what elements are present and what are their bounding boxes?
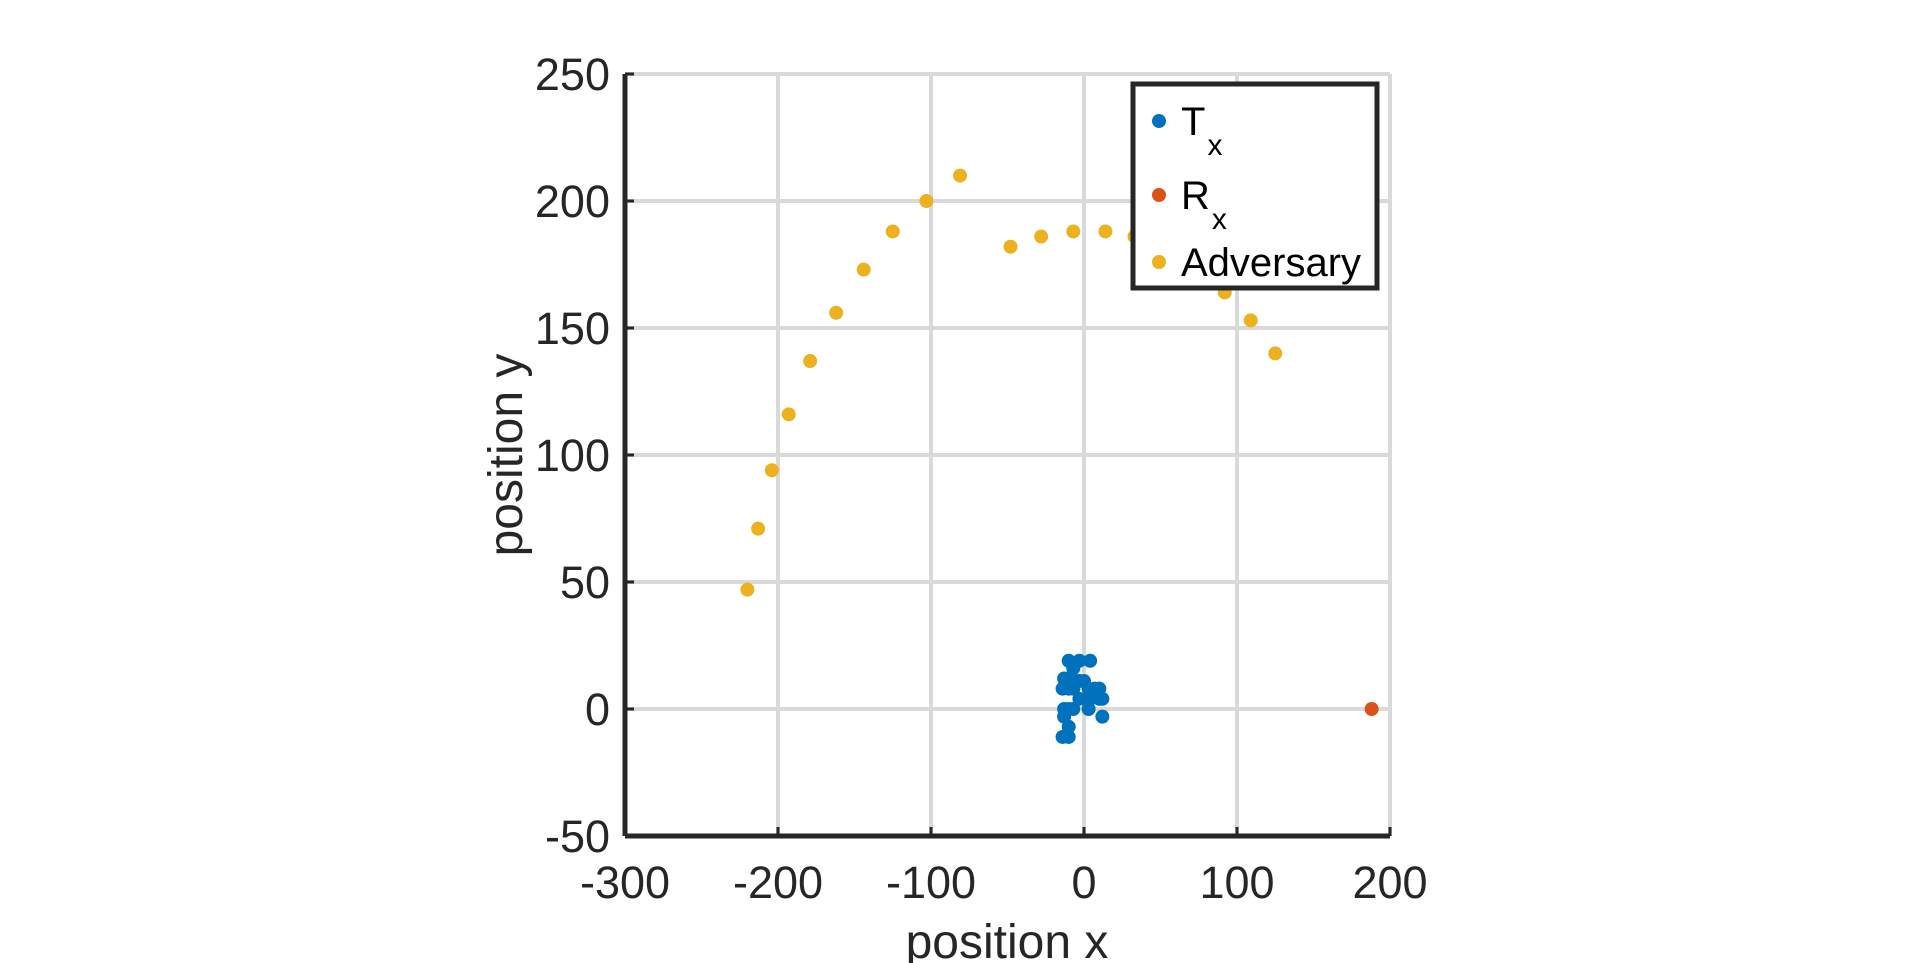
legend-label-subscript: x — [1207, 129, 1222, 162]
data-point-adversary — [953, 168, 968, 183]
legend-label-main: Adversary — [1181, 241, 1361, 285]
y-tick-label: 200 — [535, 176, 610, 227]
data-point-adversary — [856, 262, 871, 277]
x-tick-label: -100 — [886, 857, 976, 908]
data-point-tx — [1081, 702, 1096, 716]
legend-label-subscript: x — [1212, 203, 1227, 236]
data-point-adversary — [803, 354, 818, 369]
data-point-adversary — [1034, 229, 1049, 244]
legend-label-main: R — [1181, 174, 1210, 218]
y-tick-label: 50 — [560, 557, 610, 608]
legend-marker — [1152, 114, 1166, 128]
y-tick-label: 100 — [535, 430, 610, 481]
legend-marker — [1152, 255, 1166, 269]
legend-label: Adversary — [1181, 241, 1361, 285]
data-points — [740, 168, 1379, 744]
legend-label: Rx — [1181, 174, 1227, 236]
data-point-tx — [1055, 729, 1070, 744]
data-point-adversary — [1243, 313, 1258, 328]
data-point-adversary — [1003, 239, 1018, 254]
legend-entry-adversary: Adversary — [1152, 241, 1361, 285]
data-point-tx — [1083, 653, 1098, 668]
data-point-rx — [1364, 702, 1379, 716]
data-point-adversary — [885, 224, 900, 239]
data-point-adversary — [1098, 224, 1113, 239]
legend-entry-tx: Tx — [1152, 100, 1222, 162]
legend-label: Tx — [1181, 100, 1222, 162]
data-point-adversary — [740, 582, 755, 597]
series-rx — [1364, 702, 1379, 716]
data-point-adversary — [764, 463, 779, 478]
x-axis-label: position x — [906, 916, 1109, 963]
series-tx — [1055, 653, 1110, 744]
data-point-adversary — [919, 194, 934, 208]
y-tick-label: 250 — [535, 49, 610, 100]
x-tick-label: -200 — [733, 857, 823, 908]
legend-box — [1130, 81, 1380, 291]
x-tick-label: 100 — [1199, 857, 1274, 908]
data-point-adversary — [1066, 224, 1081, 239]
data-point-tx — [1095, 691, 1110, 706]
y-tick-label: 0 — [585, 684, 610, 735]
data-point-adversary — [781, 407, 796, 422]
data-point-tx — [1066, 702, 1081, 716]
data-point-tx — [1072, 691, 1087, 706]
legend-marker — [1152, 188, 1166, 202]
legend-entry-rx: Rx — [1152, 174, 1227, 236]
legend-label-main: T — [1181, 100, 1205, 144]
data-point-adversary — [1268, 346, 1283, 361]
data-point-adversary — [829, 305, 844, 320]
data-point-adversary — [751, 521, 766, 536]
x-tick-label: -300 — [580, 857, 670, 908]
y-tick-label: -50 — [545, 811, 610, 862]
data-point-tx — [1061, 719, 1076, 734]
tick-labels: -300 -200 -100 0 100 200 -50 0 50 100 150 200 250 — [535, 49, 1428, 908]
data-point-tx — [1055, 681, 1070, 696]
x-tick-label: 200 — [1352, 857, 1427, 908]
y-axis-label: position y — [480, 354, 533, 557]
axis-ticks — [623, 72, 1392, 838]
data-point-tx — [1095, 709, 1110, 724]
y-tick-label: 150 — [535, 303, 610, 354]
x-tick-label: 0 — [1071, 857, 1096, 908]
